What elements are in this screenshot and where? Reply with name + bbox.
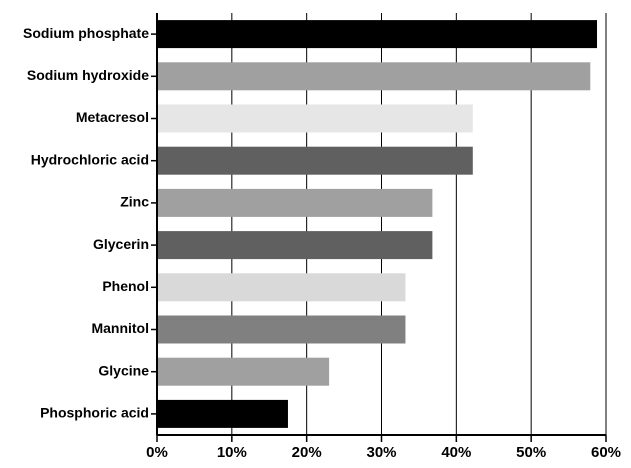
- y-tick-label: Sodium phosphate: [23, 25, 149, 41]
- bar: [157, 231, 433, 260]
- x-tick-label: 10%: [217, 444, 247, 461]
- y-tick-label: Sodium hydroxide: [27, 67, 149, 83]
- x-tick-label: 30%: [366, 444, 396, 461]
- bar: [157, 399, 288, 428]
- x-tick-label: 50%: [516, 444, 546, 461]
- bar: [157, 315, 406, 344]
- bar: [157, 188, 433, 217]
- y-tick-label: Glycerin: [93, 236, 149, 252]
- x-tick-label: 20%: [292, 444, 322, 461]
- bar: [157, 20, 598, 49]
- y-tick-label: Phenol: [102, 278, 149, 294]
- y-tick-label: Zinc: [120, 194, 149, 210]
- x-tick-label: 60%: [591, 444, 621, 461]
- y-tick-label: Glycine: [98, 362, 149, 378]
- y-tick-label: Hydrochloric acid: [31, 151, 149, 167]
- bar: [157, 273, 406, 302]
- y-tick-label: Mannitol: [91, 320, 149, 336]
- x-tick-label: 40%: [441, 444, 471, 461]
- bar: [157, 104, 473, 133]
- bar: [157, 357, 330, 386]
- x-tick-label: 0%: [146, 444, 168, 461]
- y-tick-label: Metacresol: [76, 109, 149, 125]
- y-tick-label: Phosphoric acid: [40, 405, 149, 421]
- bar: [157, 62, 591, 91]
- bar: [157, 146, 473, 175]
